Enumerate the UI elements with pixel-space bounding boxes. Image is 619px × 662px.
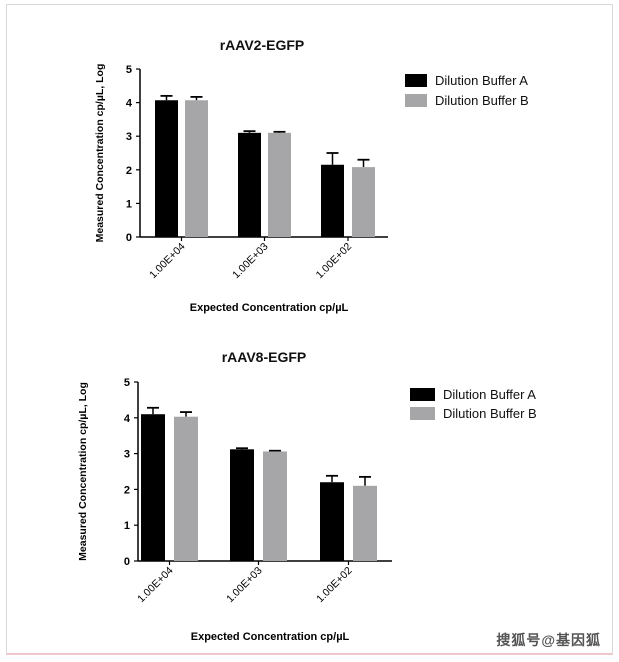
y-axis-label: Measured Concentration cp/µL, Log	[94, 64, 106, 243]
y-tick-label: 4	[124, 413, 131, 425]
y-tick-label: 2	[124, 484, 130, 496]
x-tick-label: 1.00E+03	[224, 565, 265, 606]
chart-title: rAAV8-EGFP	[222, 349, 307, 365]
bar	[238, 132, 261, 237]
x-axis-label: Expected Concentration cp/µL	[190, 302, 349, 314]
legend-label: Dilution Buffer A	[435, 73, 528, 88]
y-tick-label: 5	[124, 377, 130, 389]
bar	[230, 449, 254, 561]
bar	[185, 100, 208, 237]
chart-1: rAAV2-EGFP 0 1 2 3 4 5 1.00E+04 1.00E+03 1.00E+02…	[94, 37, 529, 314]
legend-label: Dilution Buffer B	[443, 406, 537, 421]
y-tick-label: 3	[126, 131, 132, 143]
watermark: 搜狐号@基因狐	[496, 632, 601, 648]
x-tick-label: 1.00E+04	[147, 241, 188, 282]
y-tick-label: 1	[124, 520, 130, 532]
y-tick-label: 0	[126, 232, 132, 244]
legend-swatch	[405, 74, 427, 87]
y-tick-label: 2	[126, 165, 132, 177]
chart-2: rAAV8-EGFP 0 1 2 3 4 5 1.00E+04 1.00E+03 1.00E+02…	[77, 349, 537, 643]
bar	[155, 100, 178, 237]
y-axis-label: Measured Concentration cp/µL, Log	[77, 382, 89, 561]
x-tick-label: 1.00E+02	[314, 565, 355, 606]
y-tick-label: 0	[124, 556, 130, 568]
x-tick-label: 1.00E+03	[230, 241, 271, 282]
legend-swatch	[410, 388, 435, 401]
bar	[268, 132, 291, 237]
x-tick-label: 1.00E+04	[135, 565, 176, 606]
bar	[353, 485, 377, 561]
legend-swatch	[410, 407, 435, 420]
chart-title: rAAV2-EGFP	[220, 37, 305, 53]
bar	[263, 451, 287, 561]
bar	[174, 416, 198, 561]
x-tick-label: 1.00E+02	[314, 241, 355, 282]
figure-frame	[6, 4, 613, 655]
x-axis-label: Expected Concentration cp/µL	[191, 631, 350, 643]
legend-label: Dilution Buffer A	[443, 387, 536, 402]
y-tick-label: 4	[126, 98, 133, 110]
legend-label: Dilution Buffer B	[435, 93, 529, 108]
bar	[352, 167, 375, 237]
legend-swatch	[405, 94, 427, 107]
y-tick-label: 3	[124, 449, 130, 461]
bar	[141, 414, 165, 561]
y-tick-label: 1	[126, 198, 132, 210]
bar	[320, 482, 344, 561]
y-tick-label: 5	[126, 64, 132, 76]
bar	[321, 164, 344, 237]
